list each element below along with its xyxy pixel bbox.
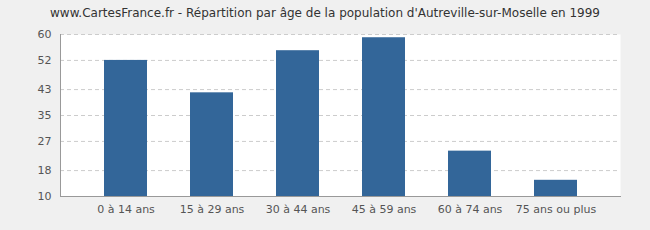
svg-text:52: 52 bbox=[38, 54, 52, 67]
svg-text:30 à 44 ans: 30 à 44 ans bbox=[266, 203, 331, 216]
svg-text:60 à 74 ans: 60 à 74 ans bbox=[438, 203, 503, 216]
svg-text:18: 18 bbox=[38, 164, 52, 177]
svg-text:75 ans ou plus: 75 ans ou plus bbox=[516, 203, 597, 216]
svg-text:10: 10 bbox=[38, 190, 52, 203]
svg-text:15 à 29 ans: 15 à 29 ans bbox=[180, 203, 245, 216]
svg-text:60: 60 bbox=[38, 28, 52, 41]
html-text:www.CartesFrance.fr - Répartit: www.CartesFrance.fr - Répartition par âg… bbox=[50, 6, 600, 20]
svg-text:0 à 14 ans: 0 à 14 ans bbox=[97, 203, 155, 216]
svg-text:43: 43 bbox=[38, 83, 52, 96]
svg-text:45 à 59 ans: 45 à 59 ans bbox=[352, 203, 417, 216]
svg-text:27: 27 bbox=[38, 135, 52, 148]
svg-text:35: 35 bbox=[38, 109, 52, 122]
